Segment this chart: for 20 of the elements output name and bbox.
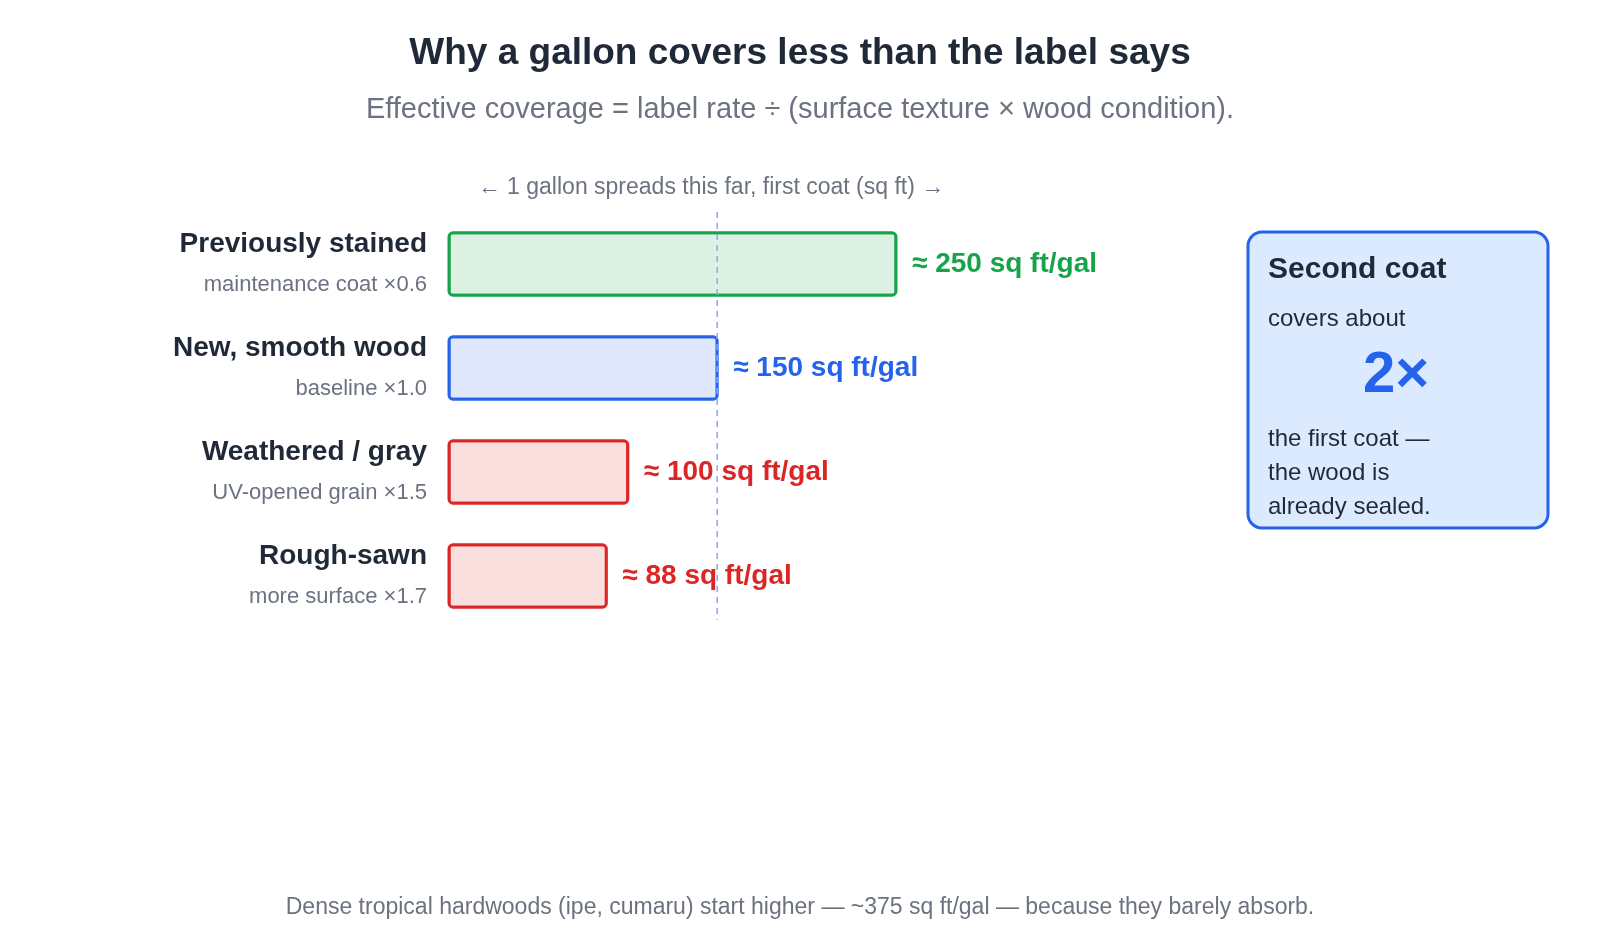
text: covers about (1268, 304, 1406, 331)
chart-subtitle: Effective coverage = label rate ÷ (surface texture × wood condition). (365, 92, 1235, 124)
text: UV-opened grain ×1.5 (212, 479, 427, 504)
text: more surface ×1.7 (249, 583, 427, 608)
y-tick-label: Weathered / gray (201, 435, 428, 466)
text: Second coat (1268, 251, 1447, 284)
text: the first coat — the wood is already sealed. (1268, 424, 1431, 519)
y-tick-label: Rough-sawn (259, 539, 427, 570)
text: baseline ×1.0 (295, 375, 427, 400)
data-label: ≈ 150 sq ft/gal (733, 351, 919, 382)
text: 2× (1362, 339, 1430, 404)
x-axis-title: ← 1 gallon spreads this far, first coat (sq ft) → (477, 173, 945, 199)
y-tick-label: New, smooth wood (172, 331, 427, 362)
y-tick-label: Previously stained (179, 227, 427, 258)
data-label: ≈ 88 sq ft/gal (622, 559, 792, 590)
text: maintenance coat ×0.6 (203, 271, 427, 296)
text: Dense tropical hardwoods (ipe, cumaru) start higher — ~375 sq ft/gal — because they barely absorb. (285, 893, 1315, 919)
chart-title: Why a gallon covers less than the label says (409, 31, 1191, 72)
data-label: ≈ 100 sq ft/gal (643, 455, 829, 486)
data-label: ≈ 250 sq ft/gal (912, 247, 1097, 278)
